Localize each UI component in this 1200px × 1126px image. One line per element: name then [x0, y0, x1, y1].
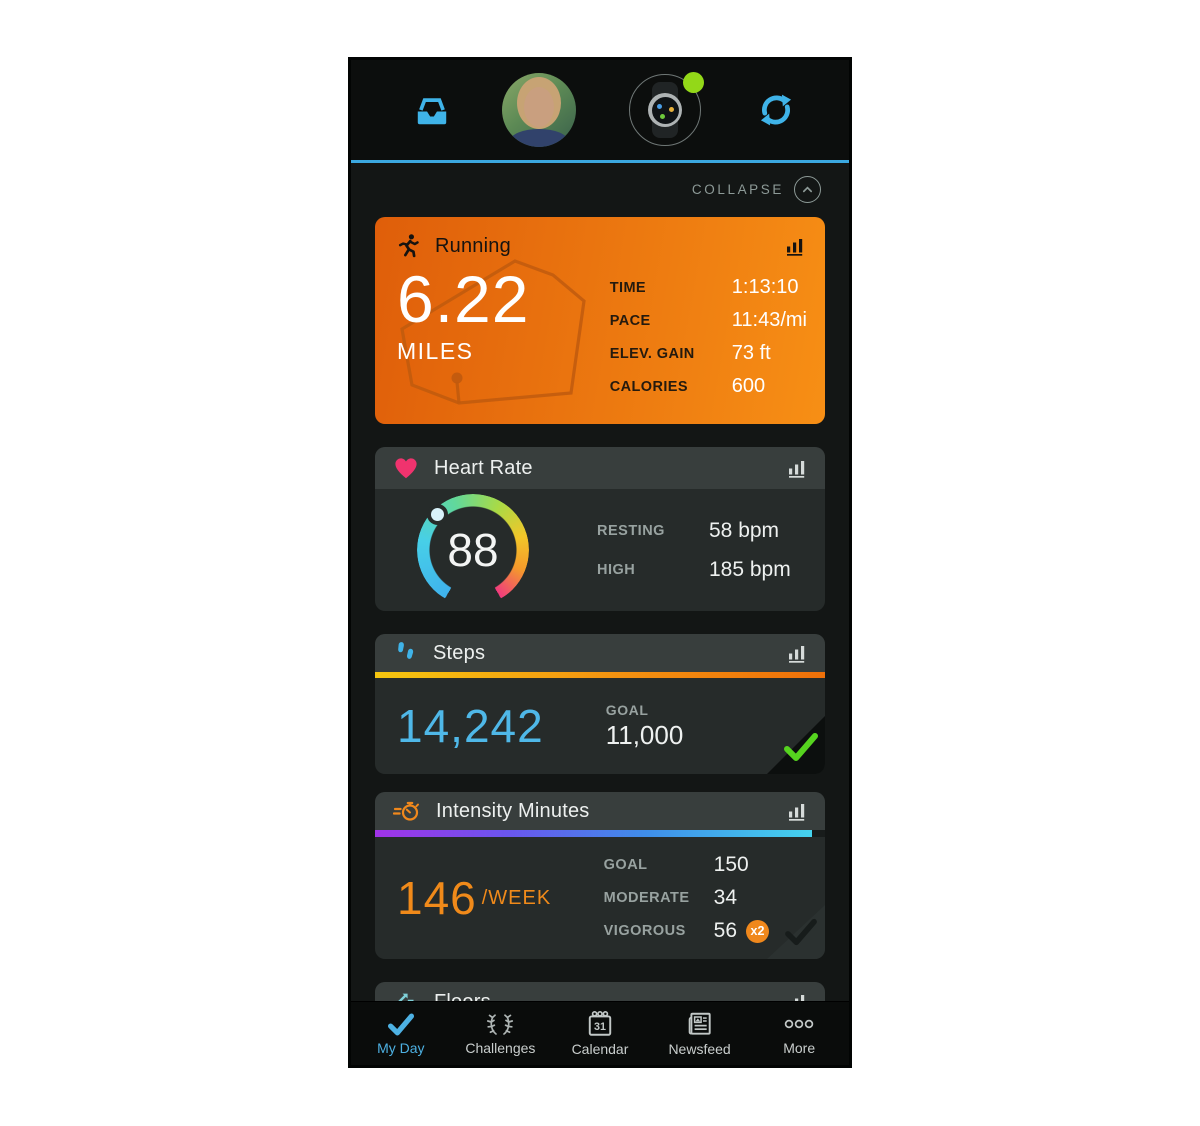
header-divider	[351, 160, 849, 163]
resting-label: RESTING	[597, 522, 665, 539]
steps-goal-value: 11,000	[605, 719, 684, 750]
laurel-icon	[484, 1011, 516, 1037]
collapse-label: COLLAPSE	[691, 181, 784, 197]
heart-rate-card[interactable]: Heart Rate 88	[375, 447, 825, 611]
steps-value: 14,242	[397, 700, 544, 752]
steps-goal-block: GOAL 11,000	[606, 702, 684, 751]
run-time-label: TIME	[609, 279, 647, 296]
run-distance-value: 6.22	[397, 262, 530, 336]
watch-face	[651, 96, 679, 124]
heart-rate-title: Heart Rate	[434, 456, 533, 479]
intensity-minutes-title: Intensity Minutes	[436, 799, 590, 822]
sync-icon[interactable]	[755, 89, 797, 131]
run-distance-block: 6.22 MILES	[397, 262, 530, 398]
profile-avatar[interactable]	[501, 73, 576, 147]
device-watch-icon[interactable]	[626, 71, 705, 149]
moderate-label: MODERATE	[603, 890, 690, 906]
steps-title: Steps	[433, 641, 486, 664]
newspaper-icon	[686, 1010, 714, 1038]
intensity-goal-label: GOAL	[603, 857, 648, 873]
avatar-face	[523, 87, 554, 127]
run-pace-label: PACE	[609, 312, 651, 329]
steps-corner-fold	[767, 716, 825, 774]
run-stats: TIME 1:13:10 PACE 11:43/mi ELEV. GAIN 73…	[610, 276, 807, 398]
heart-rate-current: 88	[447, 524, 499, 576]
high-label: HIGH	[597, 561, 636, 578]
nav-challenges[interactable]: Challenges	[451, 1002, 551, 1065]
calendar-icon: 31	[586, 1010, 614, 1038]
bottom-nav: My Day	[351, 1001, 849, 1065]
nav-my-day[interactable]: My Day	[351, 1002, 451, 1065]
nav-more-label: More	[783, 1040, 816, 1056]
steps-goal-label: GOAL	[605, 701, 649, 718]
vigorous-label: VIGOROUS	[603, 923, 686, 939]
run-route-map	[400, 259, 586, 405]
card-list: Running 6.22 MILES	[351, 217, 849, 1062]
running-card[interactable]: Running 6.22 MILES	[375, 217, 825, 424]
calendar-day-number: 31	[594, 1021, 606, 1033]
vigorous-value: 56 x2	[714, 919, 769, 943]
top-bar	[351, 60, 849, 160]
run-elev-label: ELEV. GAIN	[609, 345, 695, 362]
device-ring	[629, 74, 702, 146]
footprints-icon	[393, 640, 418, 666]
running-chart-icon[interactable]	[785, 237, 807, 256]
check-icon	[386, 1012, 416, 1037]
run-calories-value: 600	[731, 375, 766, 397]
run-distance-unit: MILES	[397, 338, 474, 365]
run-pace-value: 11:43/mi	[731, 309, 807, 331]
run-time-value: 1:13:10	[731, 276, 799, 298]
intensity-unit: /WEEK	[481, 887, 552, 909]
goal-pending-check-icon	[785, 918, 817, 951]
intensity-value: 146	[397, 872, 477, 924]
device-connected-dot	[683, 72, 705, 93]
ellipsis-icon	[782, 1011, 816, 1037]
heart-rate-gauge: 88	[417, 494, 529, 606]
nav-calendar[interactable]: 31 Calendar	[550, 1002, 650, 1065]
gauge-marker-dot	[427, 504, 448, 525]
inbox-icon[interactable]	[413, 93, 451, 127]
steps-chart-icon[interactable]	[787, 644, 809, 663]
stopwatch-icon	[393, 798, 421, 824]
run-calories-label: CALORIES	[609, 378, 688, 395]
intensity-corner-fold	[767, 905, 825, 959]
nav-challenges-label: Challenges	[465, 1040, 536, 1056]
heart-icon	[393, 456, 419, 480]
heart-rate-stats: RESTING 58 bpm HIGH 185 bpm	[597, 519, 791, 582]
phone-screen: COLLAPSE	[348, 57, 852, 1068]
heart-rate-chart-icon[interactable]	[787, 459, 809, 478]
nav-more[interactable]: More	[749, 1002, 849, 1065]
intensity-value-block: 146 /WEEK	[397, 871, 551, 925]
intensity-goal-value: 150	[713, 853, 749, 876]
steps-card[interactable]: Steps 14,242 GOAL 11	[375, 634, 825, 774]
runner-icon	[395, 233, 422, 260]
nav-newsfeed-label: Newsfeed	[668, 1041, 731, 1057]
nav-my-day-label: My Day	[377, 1039, 425, 1056]
nav-calendar-label: Calendar	[571, 1041, 629, 1057]
avatar-shirt	[509, 129, 568, 147]
goal-met-check-icon	[784, 732, 818, 767]
running-title: Running	[435, 235, 511, 257]
collapse-button[interactable]: COLLAPSE	[351, 163, 849, 215]
x2-multiplier-badge: x2	[746, 919, 769, 943]
run-elev-value: 73 ft	[731, 342, 771, 364]
intensity-progress-fill	[375, 830, 812, 837]
moderate-value: 34	[713, 886, 737, 909]
high-value: 185 bpm	[709, 557, 791, 581]
intensity-stats: GOAL 150 MODERATE 34 VIGOROUS 56 x2	[604, 853, 769, 943]
chevron-up-icon	[794, 175, 821, 203]
intensity-chart-icon[interactable]	[787, 802, 809, 821]
resting-value: 58 bpm	[709, 518, 780, 542]
intensity-progress-track	[375, 830, 825, 837]
nav-newsfeed[interactable]: Newsfeed	[650, 1002, 750, 1065]
intensity-minutes-card[interactable]: Intensity Minutes 146	[375, 792, 825, 959]
steps-progress-bar	[375, 672, 825, 678]
